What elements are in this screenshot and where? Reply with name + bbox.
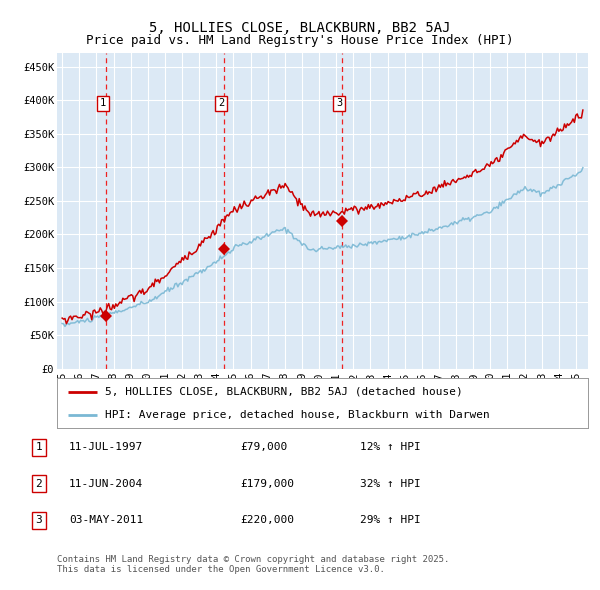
Text: £220,000: £220,000	[240, 516, 294, 525]
Text: 2: 2	[218, 99, 224, 109]
Text: £179,000: £179,000	[240, 479, 294, 489]
Text: £79,000: £79,000	[240, 442, 287, 452]
Text: 3: 3	[337, 99, 343, 109]
Text: Contains HM Land Registry data © Crown copyright and database right 2025.
This d: Contains HM Land Registry data © Crown c…	[57, 555, 449, 574]
Text: 3: 3	[35, 516, 43, 525]
Text: 1: 1	[100, 99, 106, 109]
Text: 2: 2	[35, 479, 43, 489]
Text: 29% ↑ HPI: 29% ↑ HPI	[360, 516, 421, 525]
Text: 1: 1	[35, 442, 43, 452]
Text: 11-JUN-2004: 11-JUN-2004	[69, 479, 143, 489]
Text: Price paid vs. HM Land Registry's House Price Index (HPI): Price paid vs. HM Land Registry's House …	[86, 34, 514, 47]
Text: 5, HOLLIES CLOSE, BLACKBURN, BB2 5AJ: 5, HOLLIES CLOSE, BLACKBURN, BB2 5AJ	[149, 21, 451, 35]
Text: 5, HOLLIES CLOSE, BLACKBURN, BB2 5AJ (detached house): 5, HOLLIES CLOSE, BLACKBURN, BB2 5AJ (de…	[105, 386, 463, 396]
Text: 12% ↑ HPI: 12% ↑ HPI	[360, 442, 421, 452]
Text: 11-JUL-1997: 11-JUL-1997	[69, 442, 143, 452]
Text: 32% ↑ HPI: 32% ↑ HPI	[360, 479, 421, 489]
Text: 03-MAY-2011: 03-MAY-2011	[69, 516, 143, 525]
Text: HPI: Average price, detached house, Blackburn with Darwen: HPI: Average price, detached house, Blac…	[105, 410, 490, 420]
